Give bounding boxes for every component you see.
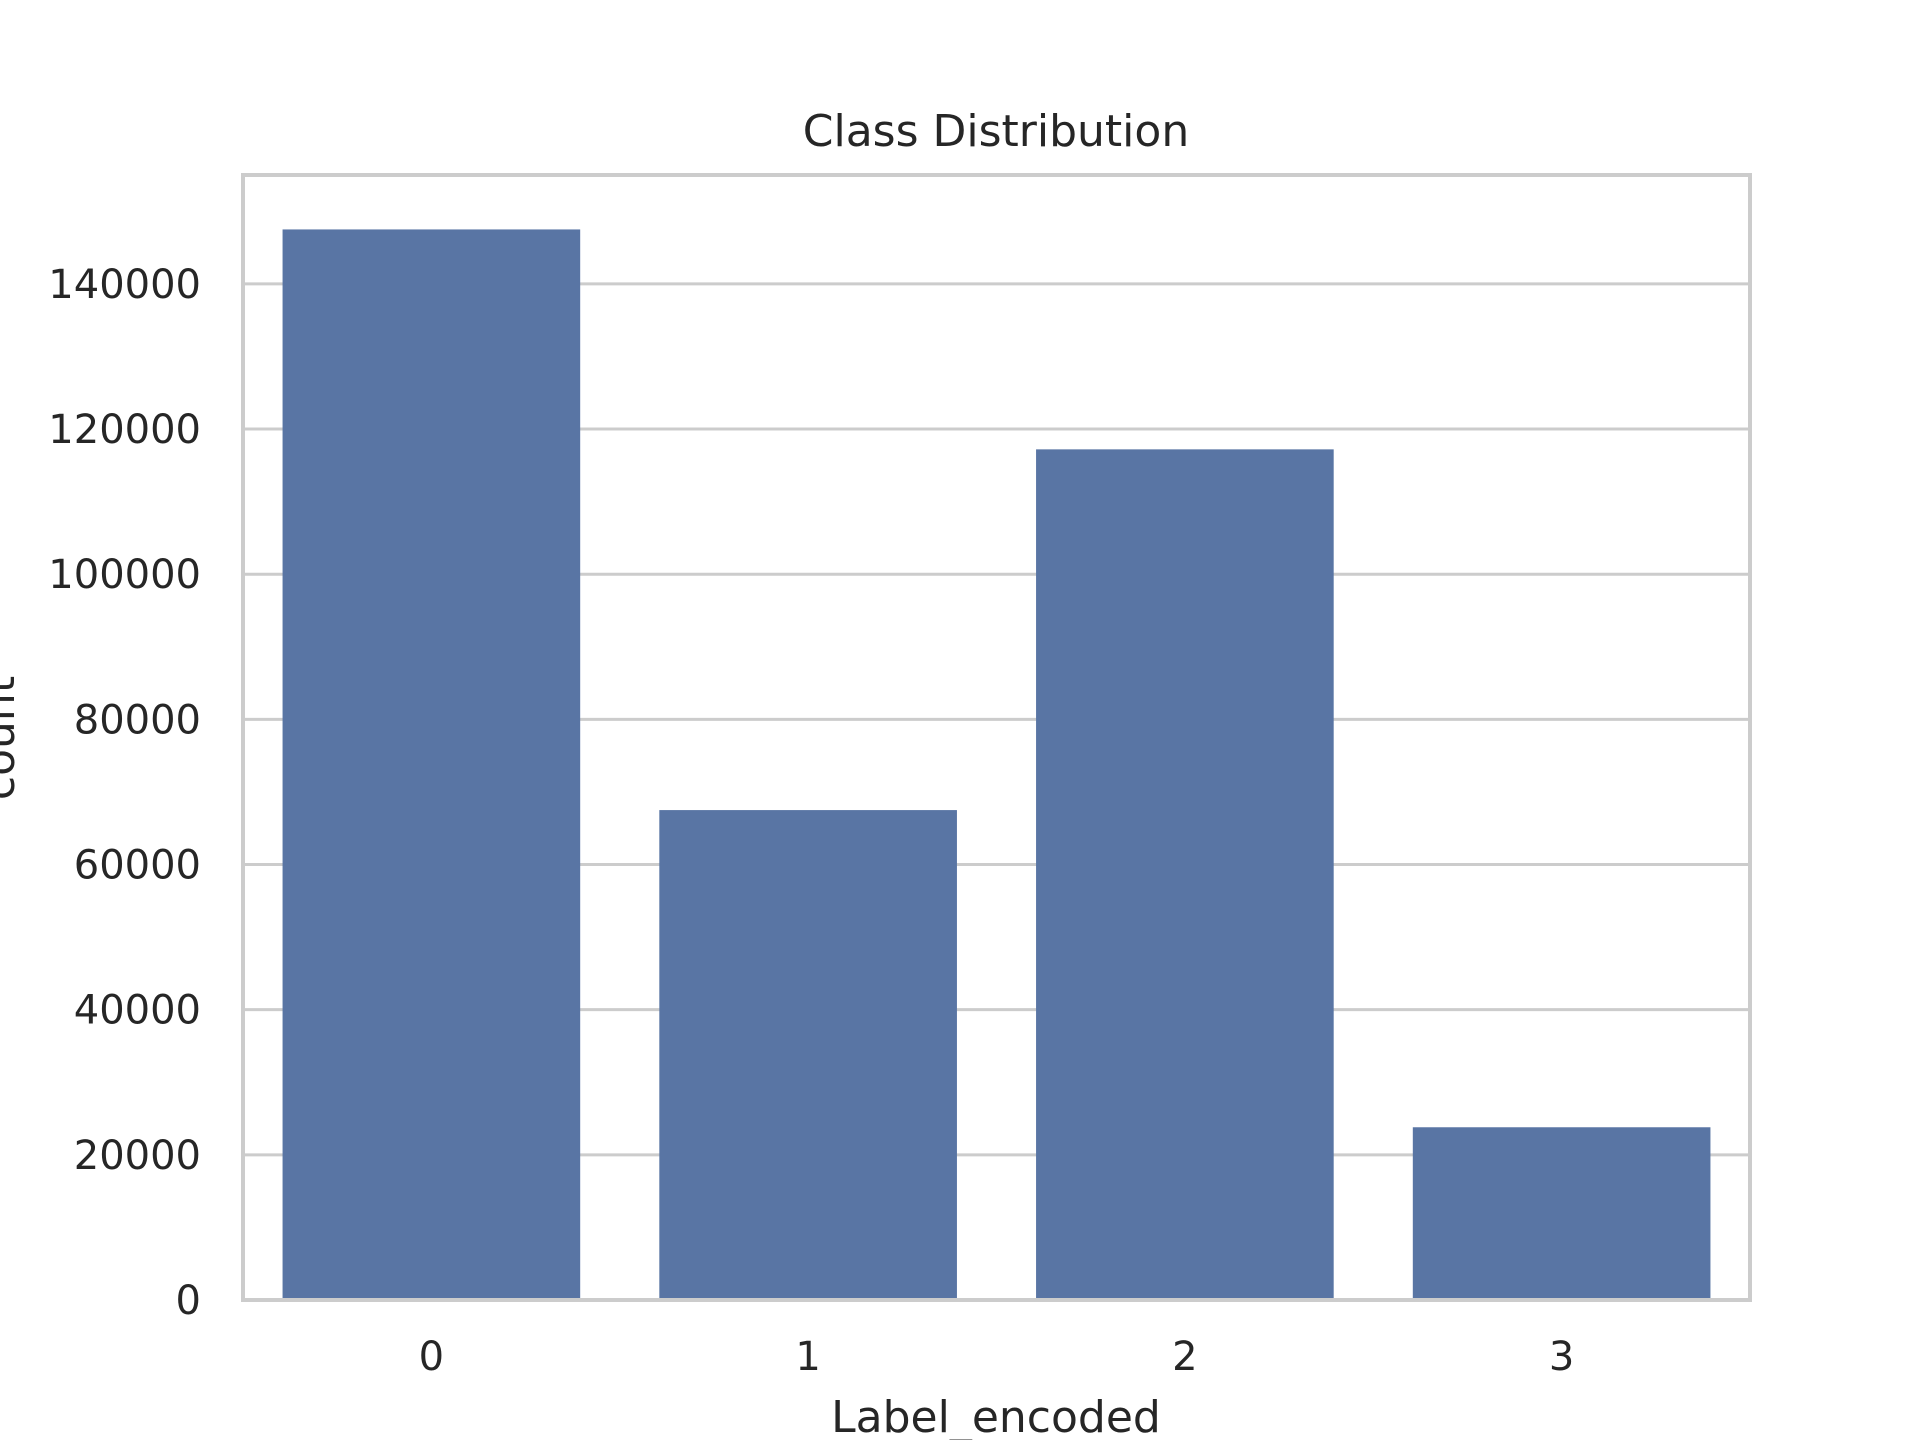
bar bbox=[1412, 1127, 1711, 1300]
x-axis-label: Label_encoded bbox=[831, 1392, 1161, 1440]
y-tick-label: 100000 bbox=[48, 552, 201, 598]
x-tick-label: 1 bbox=[795, 1334, 820, 1380]
y-tick-label: 120000 bbox=[48, 407, 201, 453]
y-tick-label: 20000 bbox=[74, 1133, 201, 1179]
y-axis-ticks: 0 20000 40000 60000 80000 100000 120000 140000 bbox=[48, 262, 201, 1324]
y-tick-label: 40000 bbox=[74, 988, 201, 1034]
bar bbox=[1036, 449, 1334, 1300]
bar bbox=[282, 229, 581, 1300]
y-tick-label: 80000 bbox=[74, 697, 201, 743]
chart-title: Class Distribution bbox=[803, 106, 1189, 157]
y-tick-label: 0 bbox=[176, 1278, 201, 1324]
plot-frame bbox=[241, 173, 1752, 1302]
y-tick-label: 140000 bbox=[48, 262, 201, 308]
bar bbox=[659, 810, 957, 1300]
bars bbox=[282, 229, 1711, 1300]
x-axis-ticks: 0 1 2 3 bbox=[419, 1334, 1575, 1380]
x-tick-label: 0 bbox=[419, 1334, 444, 1380]
y-tick-label: 60000 bbox=[74, 843, 201, 889]
x-tick-label: 3 bbox=[1549, 1334, 1574, 1380]
y-axis-label: count bbox=[0, 676, 25, 800]
x-tick-label: 2 bbox=[1172, 1334, 1197, 1380]
